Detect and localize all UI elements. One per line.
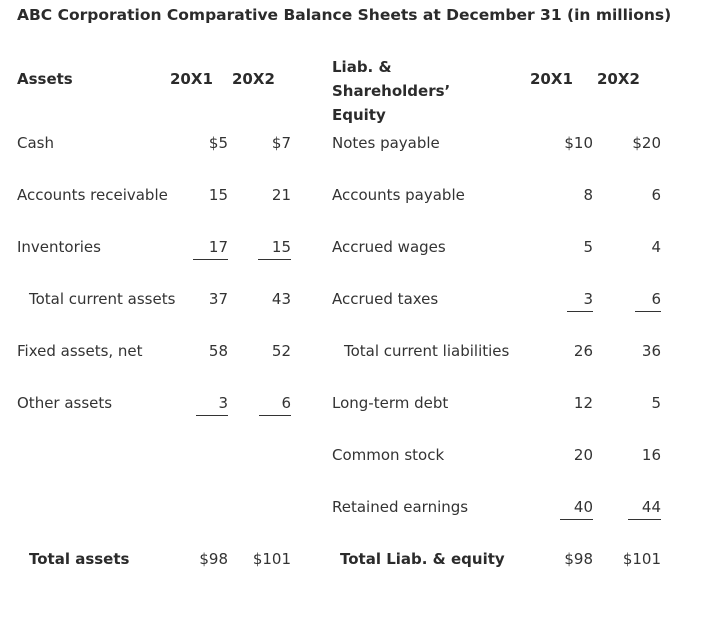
liab-20x1-value: 5 bbox=[583, 238, 593, 256]
liab-20x1-value: $10 bbox=[564, 134, 593, 152]
asset-label: Other assets bbox=[17, 394, 113, 412]
asset-20x1-value: $5 bbox=[208, 134, 228, 152]
liab-20x2-value: 36 bbox=[641, 342, 661, 360]
liab-20x2-value: 6 bbox=[635, 287, 661, 312]
total-assets-label: Total assets bbox=[29, 550, 130, 568]
asset-label: Fixed assets, net bbox=[17, 342, 143, 360]
liab-20x1-value: 3 bbox=[567, 287, 593, 312]
liab-20x1-value: 20 bbox=[573, 446, 593, 464]
liability-label: Notes payable bbox=[332, 134, 440, 152]
asset-20x1-value: 58 bbox=[208, 342, 228, 360]
asset-20x2-value: 15 bbox=[257, 235, 291, 260]
asset-20x2-value: 21 bbox=[271, 186, 291, 204]
assets-20x1-header: 20X1 bbox=[170, 70, 213, 88]
liab-20x1-value: 12 bbox=[573, 394, 593, 412]
liab-20x2-value: 44 bbox=[627, 495, 661, 520]
total-assets-20x2: $101 bbox=[252, 550, 291, 568]
liab-20x2-header: 20X2 bbox=[597, 70, 640, 88]
liab-20x2-value: 16 bbox=[641, 446, 661, 464]
liab-20x1-value: 8 bbox=[583, 186, 593, 204]
page-title: ABC Corporation Comparative Balance Shee… bbox=[17, 6, 672, 24]
liability-label: Accounts payable bbox=[332, 186, 465, 204]
liab-20x1-value: 26 bbox=[573, 342, 593, 360]
liab-20x1-value: 40 bbox=[559, 495, 593, 520]
liability-label: Retained earnings bbox=[332, 498, 469, 516]
asset-label: Inventories bbox=[17, 238, 101, 256]
assets-header: Assets bbox=[17, 70, 73, 88]
total-liab-equity-label: Total Liab. & equity bbox=[340, 550, 505, 568]
asset-20x1-value: 3 bbox=[196, 391, 228, 416]
asset-20x1-value: 17 bbox=[192, 235, 228, 260]
liability-label: Accrued wages bbox=[332, 238, 446, 256]
liab-20x2-value: 6 bbox=[651, 186, 661, 204]
liability-label: Total current liabilities bbox=[344, 342, 510, 360]
total-liab-20x2: $101 bbox=[622, 550, 661, 568]
total-assets-20x1: $98 bbox=[199, 550, 228, 568]
liab-20x1-header: 20X1 bbox=[530, 70, 573, 88]
assets-20x2-header: 20X2 bbox=[232, 70, 275, 88]
asset-20x2-value: 43 bbox=[271, 290, 291, 308]
liability-label: Long-term debt bbox=[332, 394, 449, 412]
asset-label: Total current assets bbox=[29, 290, 176, 308]
asset-20x2-value: $7 bbox=[271, 134, 291, 152]
liabilities-header: Liab. & Shareholders’ Equity bbox=[332, 58, 451, 124]
total-liab-20x1: $98 bbox=[564, 550, 593, 568]
asset-label: Cash bbox=[17, 134, 54, 152]
asset-label: Accounts receivable bbox=[17, 186, 168, 204]
liability-label: Common stock bbox=[332, 446, 445, 464]
asset-20x1-value: 37 bbox=[208, 290, 228, 308]
asset-20x2-value: 6 bbox=[259, 391, 291, 416]
liab-20x2-value: $20 bbox=[632, 134, 661, 152]
liab-20x2-value: 5 bbox=[651, 394, 661, 412]
liab-20x2-value: 4 bbox=[651, 238, 661, 256]
asset-20x2-value: 52 bbox=[271, 342, 291, 360]
asset-20x1-value: 15 bbox=[208, 186, 228, 204]
liability-label: Accrued taxes bbox=[332, 290, 439, 308]
